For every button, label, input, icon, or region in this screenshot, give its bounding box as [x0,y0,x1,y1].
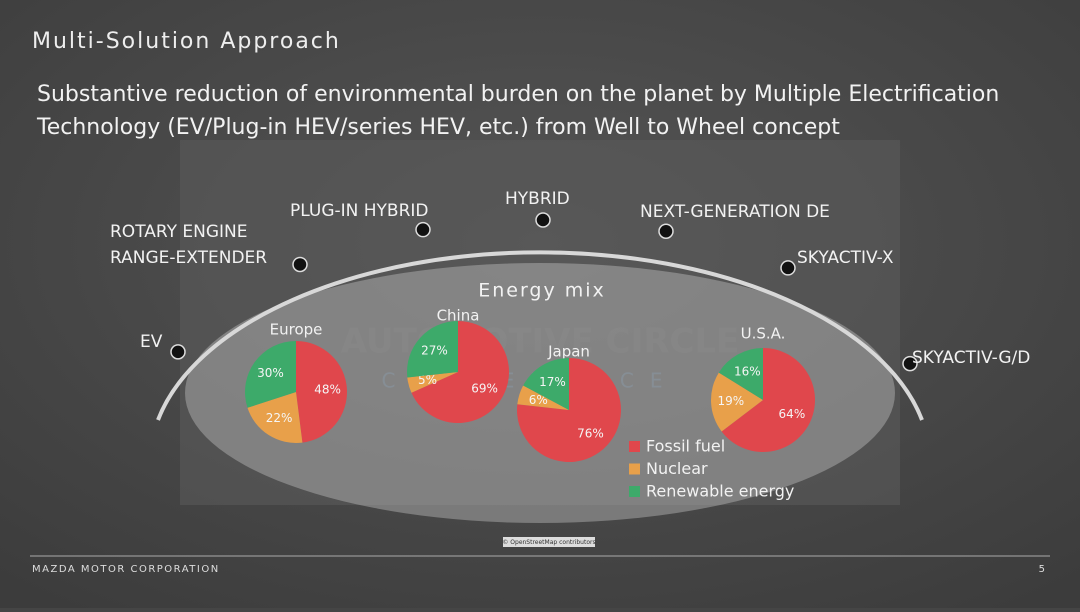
arc-label: HYBRID [505,189,570,209]
arc-label: NEXT-GENERATION DE [640,202,830,222]
pie-title: Japan [547,343,590,361]
arc-label: SKYACTIV-G/D [912,348,1030,368]
legend-swatch [629,463,640,475]
slide-title: Multi-Solution Approach [32,29,341,54]
value-label: 17% [539,375,566,389]
map-credit: © OpenStreetMap contributors [502,539,595,546]
page-number: 5 [1039,564,1045,575]
legend-label: Nuclear [646,459,708,478]
legend-label: Fossil fuel [646,437,725,456]
value-label: 69% [471,382,498,396]
value-label: 27% [421,343,448,357]
value-label: 6% [529,393,548,407]
value-label: 30% [257,366,284,380]
arc-label: SKYACTIV-X [797,248,894,268]
arc-dot [535,212,551,228]
pie-slice [718,348,763,400]
arc-dot [292,256,308,273]
arc-label: PLUG-IN HYBRID [290,201,429,221]
pie-slice [245,341,296,408]
subtitle: Substantive reduction of environmental b… [37,82,999,107]
arc-label: ROTARY ENGINE [110,222,248,242]
value-label: 76% [577,427,604,441]
legend-swatch [629,441,640,452]
pie-slice [407,372,458,393]
pie-title: Europe [270,321,323,339]
arc-dot [170,344,186,360]
legend-label: Renewable energy [646,482,794,501]
credit-box [503,537,595,547]
arc-dot [780,260,796,276]
pie-slice [407,321,458,378]
pie-title: China [437,307,480,325]
arc-dot [415,221,431,238]
legend-swatch [629,486,640,497]
pie-slice [247,392,303,443]
value-label: 19% [717,394,744,408]
pie-slice [411,321,509,424]
arc-dot [658,223,674,240]
footer: MAZDA MOTOR CORPORATION [32,564,220,575]
value-label: 48% [314,383,341,397]
energy-mix-title: Energy mix [478,280,606,302]
value-label: 16% [734,364,761,378]
pie-slice [711,372,763,432]
pie-title: U.S.A. [741,325,786,343]
arc-dot [902,355,918,372]
watermark: AUTOMOTIVE CIRCLE [341,322,740,362]
arc-label: RANGE-EXTENDER [110,248,267,268]
pie-slice [721,348,815,452]
technology-arc [156,250,924,421]
value-label: 5% [418,373,437,387]
subtitle: Technology (EV/Plug-in HEV/series HEV, e… [36,115,840,140]
pie-slice [523,358,569,410]
value-label: 22% [266,411,293,425]
pie-slice [517,385,569,410]
arc-label: EV [140,332,163,352]
pie-slice [296,341,348,443]
value-label: 64% [779,407,806,421]
